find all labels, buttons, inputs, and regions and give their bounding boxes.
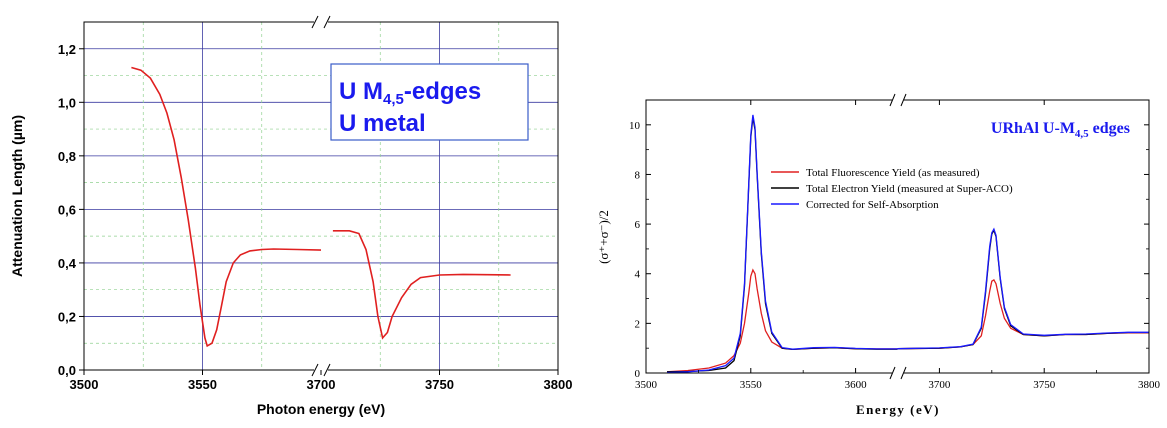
left-annotation-line1: U M4,5-edges — [339, 78, 481, 108]
right-series-2-line-seg2 — [897, 227, 1149, 350]
left-y-tick-label: 0,4 — [58, 256, 77, 271]
right-x-tick-label: 3550 — [740, 379, 763, 391]
right-x-tick-label: 3700 — [928, 379, 951, 391]
right-break-slash — [900, 366, 907, 380]
left-y-ticks: 0,0 0,2 0,4 0,6 0,8 1,0 1,2 — [58, 42, 84, 378]
left-break-slash — [323, 15, 331, 29]
right-break-slash — [889, 93, 896, 107]
left-x-axis-label: Photon energy (eV) — [257, 401, 385, 417]
right-break-slash — [900, 93, 907, 107]
left-x-tick-label: 3550 — [188, 377, 217, 392]
left-series-line-seg2 — [332, 230, 511, 340]
right-annotation: URhAl U-M4,5 edges — [991, 120, 1130, 140]
left-break-slash — [311, 15, 319, 29]
left-series-group — [131, 66, 511, 348]
right-y-tick-label: 8 — [635, 169, 641, 181]
right-x-tick-label: 3750 — [1033, 379, 1056, 391]
left-annotation-line2: U metal — [339, 110, 426, 137]
right-y-tick-label: 0 — [635, 368, 641, 380]
left-break-slash — [323, 363, 331, 377]
left-y-tick-label: 1,0 — [58, 95, 76, 110]
left-break-gap — [314, 18, 328, 26]
right-y-axis-label: (σ⁺+σ⁻)/2 — [596, 210, 611, 264]
right-x-tick-label: 3600 — [845, 379, 868, 391]
right-series-2-line-seg1 — [666, 114, 898, 374]
left-series-line-seg1 — [131, 66, 322, 348]
right-axis-break — [889, 93, 907, 380]
right-x-axis-label: Energy (eV) — [856, 402, 940, 417]
right-break-gap — [892, 97, 904, 103]
right-plot-area — [646, 100, 1149, 373]
left-y-tick-label: 0,2 — [58, 309, 76, 324]
right-y-tick-label: 4 — [635, 269, 641, 281]
right-y-ticks: 0 2 4 6 8 10 — [629, 120, 1149, 380]
left-y-tick-label: 1,2 — [58, 42, 76, 57]
left-y-tick-label: 0,6 — [58, 202, 76, 217]
left-y-axis-label: Attenuation Length (µm) — [9, 115, 25, 277]
legend-label: Total Electron Yield (measured at Super-… — [806, 183, 1013, 195]
left-x-tick-label: 3500 — [70, 377, 99, 392]
right-series-group — [666, 114, 1149, 374]
left-y-tick-label: 0,0 — [58, 363, 76, 378]
right-y-tick-label: 2 — [635, 318, 641, 330]
left-x-ticks: 3500 3550 3700 3750 3800 — [70, 370, 573, 392]
left-chart: 0,0 0,2 0,4 0,6 0,8 1,0 1,2 3500 3550 3700 3750 38… — [9, 15, 573, 417]
left-x-tick-label: 3800 — [544, 377, 573, 392]
legend-label: Total Fluorescence Yield (as measured) — [806, 167, 980, 179]
left-annotation-box: U M4,5-edges U metal — [330, 63, 529, 141]
left-y-tick-label: 0,8 — [58, 149, 76, 164]
right-y-tick-label: 6 — [635, 219, 641, 231]
legend-label: Corrected for Self-Absorption — [806, 199, 939, 211]
left-break-slash — [311, 363, 319, 377]
right-x-tick-label: 3800 — [1138, 379, 1161, 391]
right-x-tick-label: 3500 — [635, 379, 658, 391]
right-legend: Total Fluorescence Yield (as measured) To… — [771, 167, 1013, 211]
right-break-gap — [892, 370, 904, 376]
left-x-tick-label: 3700 — [307, 377, 336, 392]
right-y-tick-label: 10 — [629, 120, 641, 132]
left-x-tick-label: 3750 — [425, 377, 454, 392]
right-chart: 0 2 4 6 8 10 3500 3550 3600 3700 3750 3800 Energy … — [596, 93, 1161, 417]
right-break-slash — [889, 366, 896, 380]
right-x-ticks: 3500 3550 3600 3700 3750 3800 — [635, 100, 1161, 391]
